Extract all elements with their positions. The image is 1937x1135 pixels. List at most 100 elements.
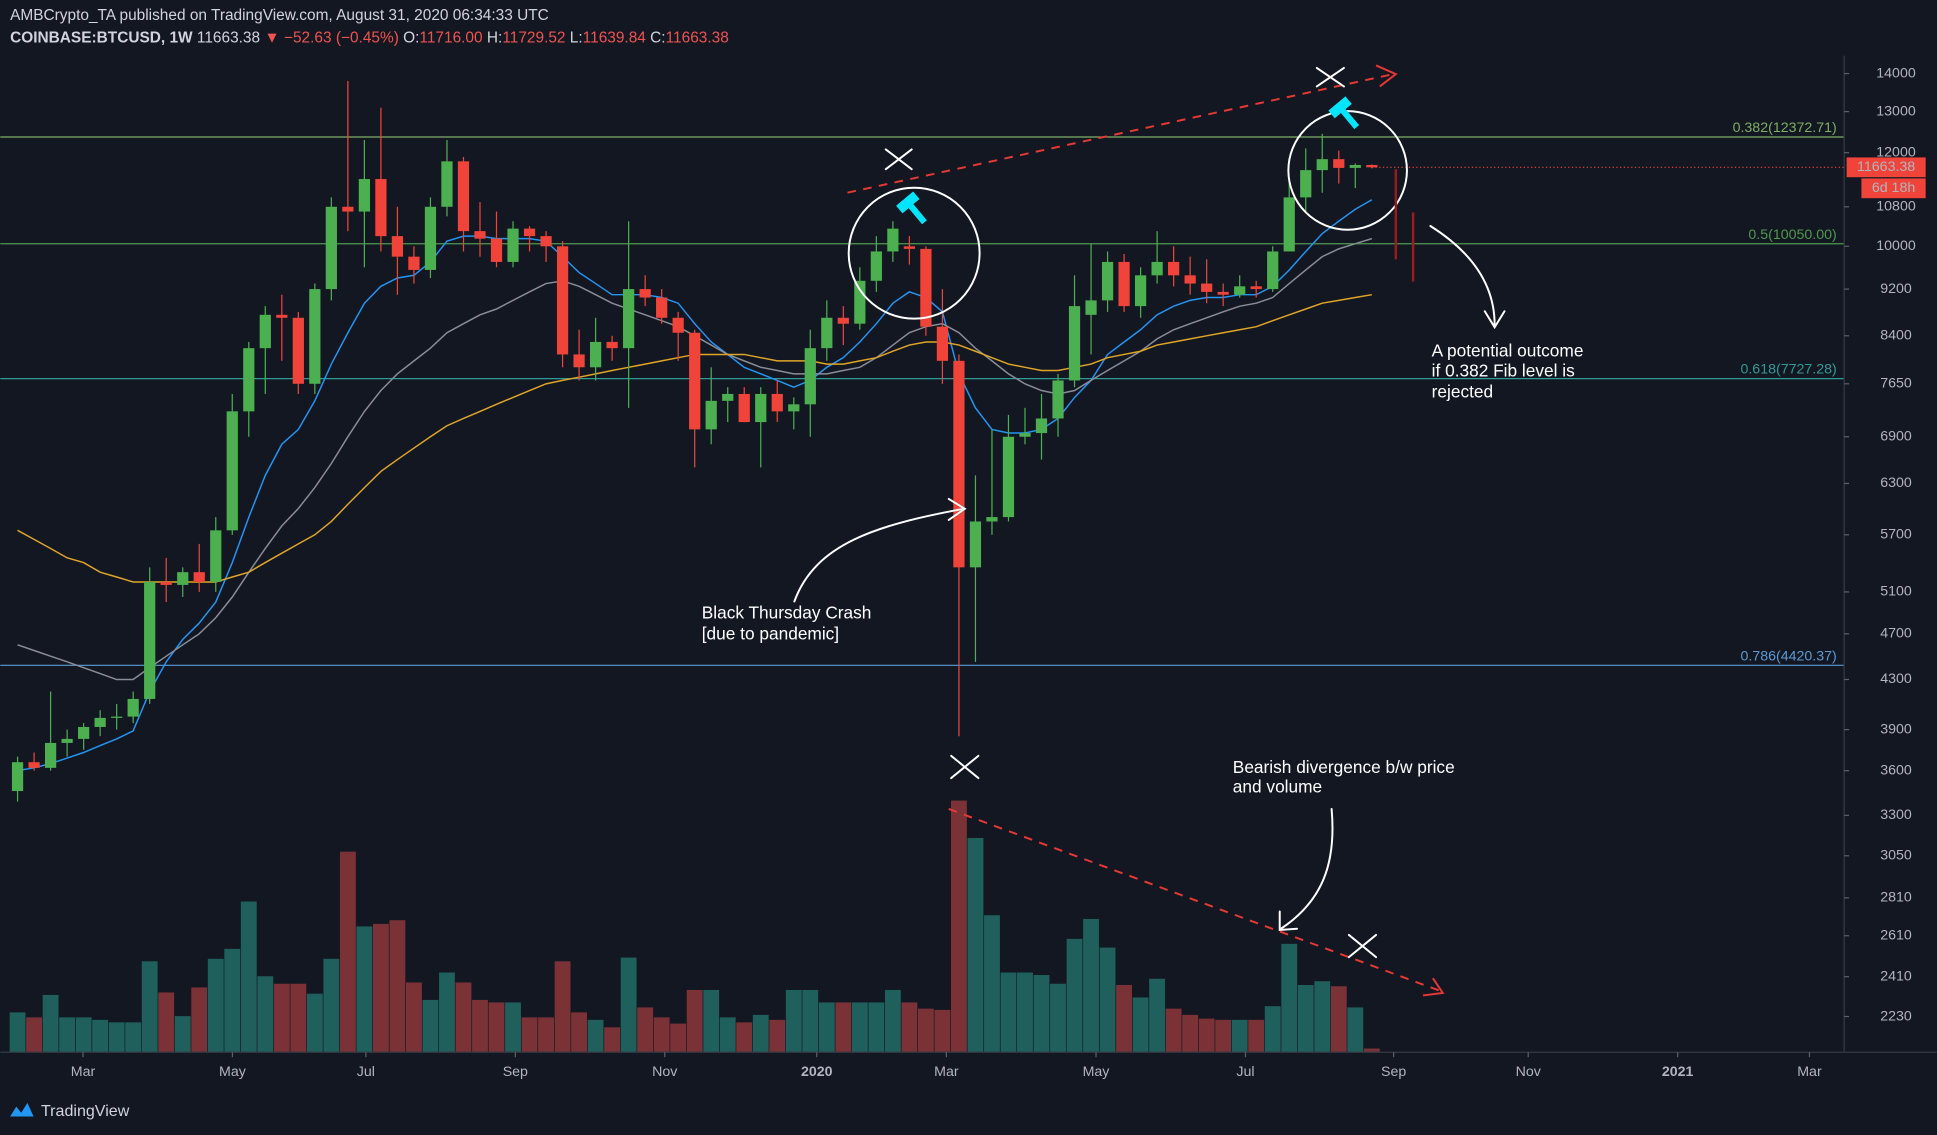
volume-bar [620, 957, 637, 1053]
volume-bar [851, 1002, 868, 1053]
volume-bar [224, 948, 241, 1053]
candle-body [870, 251, 882, 281]
volume-bar [1132, 997, 1149, 1053]
volume-bar [752, 1014, 769, 1053]
y-tick-label: 2230 [1880, 1008, 1912, 1024]
volume-bar [917, 1008, 934, 1053]
candle-body [1250, 286, 1262, 290]
y-tick-label: 3300 [1880, 807, 1912, 823]
cross-marker [950, 754, 980, 780]
candle-body [837, 317, 849, 324]
candle-body [78, 726, 90, 739]
candle-body [408, 256, 420, 270]
volume-bar [951, 800, 967, 1053]
volume-bar [273, 983, 290, 1053]
volume-bar [505, 1002, 521, 1053]
ohlc-value: 11663.38 [666, 29, 729, 46]
y-tick-label: 2410 [1880, 968, 1912, 984]
x-tick-label: May [219, 1064, 247, 1080]
volume-bar [637, 1007, 654, 1053]
volume-bar [1314, 981, 1331, 1053]
cross-marker [884, 148, 913, 171]
volume-bar [389, 920, 406, 1053]
y-tick-label: 13000 [1876, 103, 1916, 119]
y-tick-label: 3900 [1880, 721, 1912, 737]
volume-layer [9, 800, 1380, 1053]
cross-marker [1315, 66, 1345, 88]
change: ▼ −52.63 (−0.45%) [264, 29, 398, 46]
volume-bar [306, 993, 323, 1053]
candle-body [358, 179, 371, 212]
candle-body [1201, 283, 1213, 292]
volume-bar [141, 961, 158, 1053]
candle-body [1134, 275, 1147, 307]
volume-bar [769, 1019, 786, 1053]
volume-bar [686, 989, 703, 1053]
x-tick-label: Jul [357, 1064, 375, 1080]
volume-bar [323, 958, 340, 1053]
candle-body [1316, 159, 1328, 171]
x-tick-label: 2020 [801, 1064, 833, 1080]
candle-body [705, 400, 717, 430]
y-tick-label: 6300 [1880, 475, 1912, 491]
y-tick-label: 7650 [1880, 376, 1912, 392]
brand: TradingView [41, 1102, 130, 1120]
volume-bar [1215, 1019, 1232, 1053]
candle-body [523, 228, 536, 237]
candle-body [1052, 380, 1064, 419]
volume-bar [1165, 1008, 1182, 1053]
fib-layer: 0.382(12372.71) 0.5(10050.00) 0.618(7727.2… [0, 120, 1845, 666]
candle-body [226, 411, 238, 531]
candle-body [424, 206, 437, 270]
volume-bar [868, 1002, 885, 1053]
ohlc-label: C: [650, 29, 665, 46]
candle-body [1035, 418, 1048, 434]
candle-body [111, 716, 123, 718]
candle-body [210, 530, 222, 582]
volume-bar [257, 976, 274, 1053]
y-tick-label: 5700 [1880, 527, 1912, 543]
candle-body [342, 206, 354, 212]
volume-bar [835, 1002, 852, 1053]
arrow [793, 507, 965, 603]
candle-body [639, 289, 651, 298]
volume-bar [521, 1017, 538, 1053]
hammer-icon [1328, 96, 1360, 130]
x-tick-label: Mar [934, 1064, 959, 1080]
candle-body [259, 314, 271, 349]
volume-bar [339, 851, 356, 1053]
y-tick-label: 12000 [1876, 144, 1916, 160]
volume-bar [1182, 1014, 1199, 1053]
y-tick-label: 3050 [1880, 848, 1912, 864]
y-tick-label: 4300 [1880, 671, 1912, 687]
y-tick-label: 5100 [1880, 584, 1912, 600]
volume-bar [406, 982, 422, 1053]
candle-body [1019, 433, 1031, 437]
candle-body [672, 317, 684, 333]
candle-body [1283, 197, 1295, 252]
x-tick-label: Nov [1516, 1064, 1542, 1080]
candle-body [243, 348, 255, 412]
candle-body [556, 246, 569, 355]
candle-body [391, 236, 404, 257]
countdown-box [1861, 178, 1926, 199]
candle-body [375, 179, 387, 237]
axis-layer: 14000 13000 12000 10800 10000 9200 8400 7650 690… [0, 55, 1937, 1080]
ohlc-label: L: [570, 29, 583, 46]
volume-bar [1281, 943, 1298, 1053]
candle-body [1184, 275, 1196, 284]
candle-body [623, 289, 635, 349]
candle-body [854, 280, 866, 324]
volume-bar [92, 1019, 109, 1053]
volume-bar [967, 837, 984, 1053]
volume-bar [1033, 975, 1050, 1053]
y-tick-label: 10800 [1876, 199, 1916, 215]
volume-bar [240, 901, 257, 1053]
candle-body [94, 717, 106, 727]
x-tick-label: Sep [503, 1064, 528, 1080]
candle-body [589, 341, 602, 368]
volume-bar [42, 994, 59, 1053]
annotation: and volume [1233, 777, 1322, 797]
y-tick-label: 8400 [1880, 328, 1912, 344]
volume-bar [59, 1017, 76, 1053]
